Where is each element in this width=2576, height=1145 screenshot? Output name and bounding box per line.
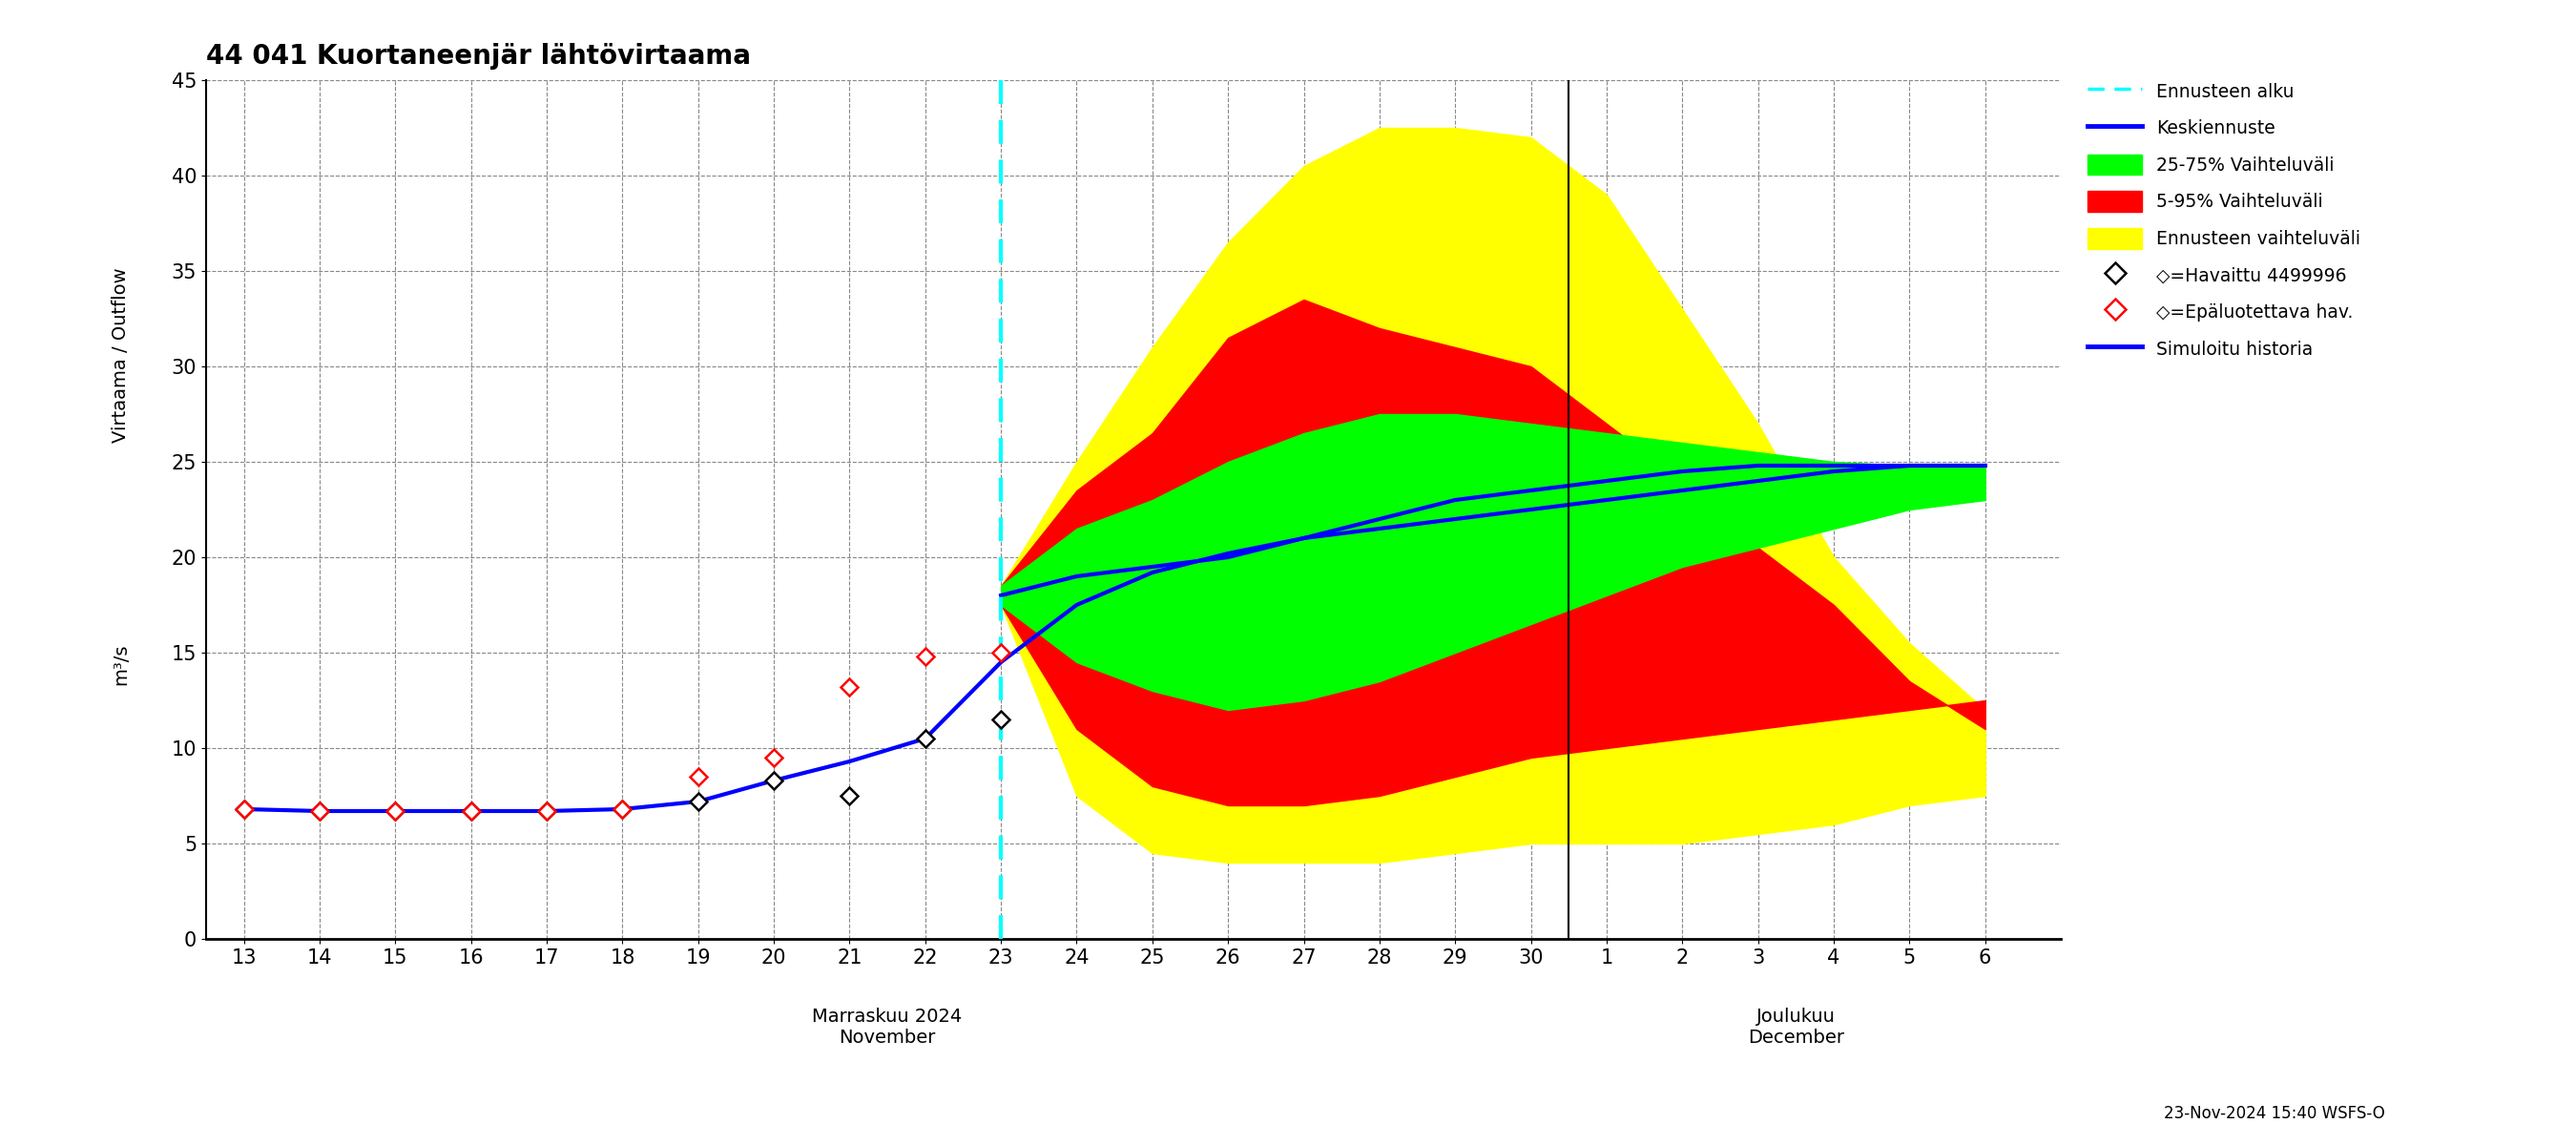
Text: Marraskuu 2024
November: Marraskuu 2024 November [811, 1008, 963, 1047]
Text: Joulukuu
December: Joulukuu December [1747, 1008, 1844, 1047]
Text: 23-Nov-2024 15:40 WSFS-O: 23-Nov-2024 15:40 WSFS-O [2164, 1105, 2385, 1122]
Legend: Ennusteen alku, Keskiennuste, 25-75% Vaihteluväli, 5-95% Vaihteluväli, Ennusteen: Ennusteen alku, Keskiennuste, 25-75% Vai… [2079, 72, 2370, 368]
Text: m³/s: m³/s [111, 643, 129, 685]
Text: 44 041 Kuortaneenjär lähtövirtaama: 44 041 Kuortaneenjär lähtövirtaama [206, 44, 750, 70]
Text: Virtaama / Outflow: Virtaama / Outflow [111, 267, 129, 443]
